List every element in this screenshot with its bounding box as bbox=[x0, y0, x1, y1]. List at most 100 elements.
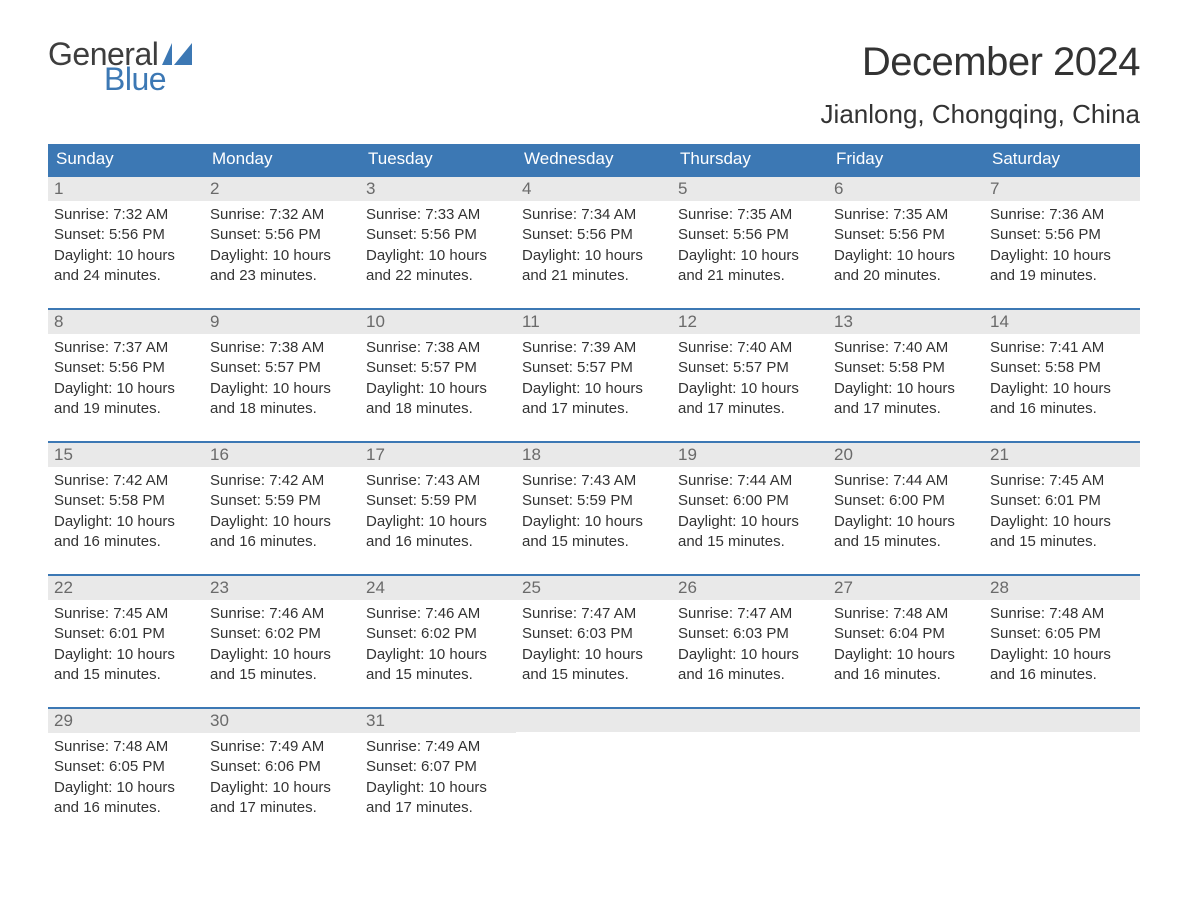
day-details: Sunrise: 7:36 AMSunset: 5:56 PMDaylight:… bbox=[984, 201, 1140, 290]
sunrise-line: Sunrise: 7:32 AM bbox=[210, 205, 354, 225]
day-number-bar: 28 bbox=[984, 574, 1140, 600]
daylight-line-1: Daylight: 10 hours bbox=[678, 512, 822, 532]
sunset-line: Sunset: 5:57 PM bbox=[366, 358, 510, 378]
sunset-line: Sunset: 6:06 PM bbox=[210, 757, 354, 777]
day-details: Sunrise: 7:47 AMSunset: 6:03 PMDaylight:… bbox=[672, 600, 828, 689]
day-number-bar: 30 bbox=[204, 707, 360, 733]
sunset-line: Sunset: 6:00 PM bbox=[834, 491, 978, 511]
day-number-bar: 15 bbox=[48, 441, 204, 467]
sunrise-line: Sunrise: 7:48 AM bbox=[54, 737, 198, 757]
day-number-bar: 17 bbox=[360, 441, 516, 467]
sunset-line: Sunset: 5:57 PM bbox=[210, 358, 354, 378]
daylight-line-2: and 17 minutes. bbox=[678, 399, 822, 419]
day-cell: 13Sunrise: 7:40 AMSunset: 5:58 PMDayligh… bbox=[828, 308, 984, 423]
sunset-line: Sunset: 6:07 PM bbox=[366, 757, 510, 777]
daylight-line-1: Daylight: 10 hours bbox=[990, 512, 1134, 532]
daylight-line-2: and 24 minutes. bbox=[54, 266, 198, 286]
daylight-line-2: and 18 minutes. bbox=[210, 399, 354, 419]
day-number: 27 bbox=[834, 578, 853, 597]
sunrise-line: Sunrise: 7:38 AM bbox=[210, 338, 354, 358]
day-number-bar: 9 bbox=[204, 308, 360, 334]
day-number: 10 bbox=[366, 312, 385, 331]
daylight-line-2: and 16 minutes. bbox=[54, 798, 198, 818]
daylight-line-1: Daylight: 10 hours bbox=[54, 645, 198, 665]
brand-logo: General Blue bbox=[48, 40, 192, 94]
day-number-bar: 31 bbox=[360, 707, 516, 733]
daylight-line-1: Daylight: 10 hours bbox=[834, 246, 978, 266]
sunset-line: Sunset: 5:56 PM bbox=[834, 225, 978, 245]
daylight-line-1: Daylight: 10 hours bbox=[678, 246, 822, 266]
daylight-line-1: Daylight: 10 hours bbox=[366, 246, 510, 266]
day-number: 7 bbox=[990, 179, 999, 198]
day-cell: 27 Sunrise: 7:48 AMSunset: 6:04 PMDayligh… bbox=[828, 574, 984, 689]
sunset-line: Sunset: 5:56 PM bbox=[366, 225, 510, 245]
sunset-line: Sunset: 6:05 PM bbox=[54, 757, 198, 777]
day-cell: 2Sunrise: 7:32 AMSunset: 5:56 PMDaylight… bbox=[204, 175, 360, 290]
day-number-bar: 25 bbox=[516, 574, 672, 600]
daylight-line-1: Daylight: 10 hours bbox=[834, 645, 978, 665]
sunrise-line: Sunrise: 7:46 AM bbox=[366, 604, 510, 624]
daylight-line-1: Daylight: 10 hours bbox=[522, 645, 666, 665]
brand-word-2: Blue bbox=[104, 65, 192, 94]
day-number: 28 bbox=[990, 578, 1009, 597]
sunrise-line: Sunrise: 7:34 AM bbox=[522, 205, 666, 225]
day-number-bar: 21 bbox=[984, 441, 1140, 467]
daylight-line-1: Daylight: 10 hours bbox=[210, 379, 354, 399]
daylight-line-2: and 21 minutes. bbox=[522, 266, 666, 286]
day-number-bar: 22 bbox=[48, 574, 204, 600]
sunset-line: Sunset: 5:56 PM bbox=[54, 358, 198, 378]
daylight-line-2: and 19 minutes. bbox=[990, 266, 1134, 286]
sunrise-line: Sunrise: 7:39 AM bbox=[522, 338, 666, 358]
day-details: Sunrise: 7:49 AMSunset: 6:06 PMDaylight:… bbox=[204, 733, 360, 822]
sunrise-line: Sunrise: 7:42 AM bbox=[54, 471, 198, 491]
day-details: Sunrise: 7:48 AMSunset: 6:05 PMDaylight:… bbox=[48, 733, 204, 822]
day-number: 30 bbox=[210, 711, 229, 730]
sunset-line: Sunset: 5:59 PM bbox=[210, 491, 354, 511]
daylight-line-2: and 16 minutes. bbox=[366, 532, 510, 552]
day-number-bar: 27 bbox=[828, 574, 984, 600]
day-details: Sunrise: 7:42 AMSunset: 5:59 PMDaylight:… bbox=[204, 467, 360, 556]
day-details: Sunrise: 7:38 AMSunset: 5:57 PMDaylight:… bbox=[204, 334, 360, 423]
day-details: Sunrise: 7:35 AMSunset: 5:56 PMDaylight:… bbox=[672, 201, 828, 290]
day-cell: 31Sunrise: 7:49 AMSunset: 6:07 PMDayligh… bbox=[360, 707, 516, 822]
day-cell: 8Sunrise: 7:37 AMSunset: 5:56 PMDaylight… bbox=[48, 308, 204, 423]
daylight-line-2: and 15 minutes. bbox=[834, 532, 978, 552]
day-number: 8 bbox=[54, 312, 63, 331]
sunrise-line: Sunrise: 7:41 AM bbox=[990, 338, 1134, 358]
daylight-line-1: Daylight: 10 hours bbox=[678, 379, 822, 399]
sunrise-line: Sunrise: 7:35 AM bbox=[678, 205, 822, 225]
day-cell: 10 Sunrise: 7:38 AMSunset: 5:57 PMDayligh… bbox=[360, 308, 516, 423]
day-details: Sunrise: 7:40 AMSunset: 5:57 PMDaylight:… bbox=[672, 334, 828, 423]
day-cell: 17Sunrise: 7:43 AMSunset: 5:59 PMDayligh… bbox=[360, 441, 516, 556]
sunset-line: Sunset: 6:01 PM bbox=[54, 624, 198, 644]
daylight-line-1: Daylight: 10 hours bbox=[54, 778, 198, 798]
sunrise-line: Sunrise: 7:48 AM bbox=[834, 604, 978, 624]
day-details: Sunrise: 7:38 AMSunset: 5:57 PMDaylight:… bbox=[360, 334, 516, 423]
day-cell: 12 Sunrise: 7:40 AMSunset: 5:57 PMDayligh… bbox=[672, 308, 828, 423]
day-number: 12 bbox=[678, 312, 697, 331]
day-cell: 19Sunrise: 7:44 AMSunset: 6:00 PMDayligh… bbox=[672, 441, 828, 556]
sunset-line: Sunset: 6:04 PM bbox=[834, 624, 978, 644]
sunset-line: Sunset: 6:01 PM bbox=[990, 491, 1134, 511]
daylight-line-2: and 19 minutes. bbox=[54, 399, 198, 419]
week-row: 15Sunrise: 7:42 AMSunset: 5:58 PMDayligh… bbox=[48, 441, 1140, 556]
daylight-line-2: and 17 minutes. bbox=[210, 798, 354, 818]
sunset-line: Sunset: 5:56 PM bbox=[54, 225, 198, 245]
day-number: 2 bbox=[210, 179, 219, 198]
day-cell: 28 Sunrise: 7:48 AMSunset: 6:05 PMDayligh… bbox=[984, 574, 1140, 689]
weekday-header: Tuesday bbox=[360, 144, 516, 175]
day-details: Sunrise: 7:47 AMSunset: 6:03 PMDaylight:… bbox=[516, 600, 672, 689]
day-number-bar: 5 bbox=[672, 175, 828, 201]
sunrise-line: Sunrise: 7:40 AM bbox=[834, 338, 978, 358]
day-cell: 11Sunrise: 7:39 AMSunset: 5:57 PMDayligh… bbox=[516, 308, 672, 423]
day-number-bar: 3 bbox=[360, 175, 516, 201]
page-title: December 2024 bbox=[821, 40, 1140, 85]
day-number: 4 bbox=[522, 179, 531, 198]
day-details: Sunrise: 7:39 AMSunset: 5:57 PMDaylight:… bbox=[516, 334, 672, 423]
weekday-header: Friday bbox=[828, 144, 984, 175]
location-subtitle: Jianlong, Chongqing, China bbox=[821, 99, 1140, 130]
day-details: Sunrise: 7:33 AMSunset: 5:56 PMDaylight:… bbox=[360, 201, 516, 290]
day-number-bar: 20 bbox=[828, 441, 984, 467]
day-details: Sunrise: 7:48 AMSunset: 6:05 PMDaylight:… bbox=[984, 600, 1140, 689]
sunset-line: Sunset: 6:02 PM bbox=[210, 624, 354, 644]
